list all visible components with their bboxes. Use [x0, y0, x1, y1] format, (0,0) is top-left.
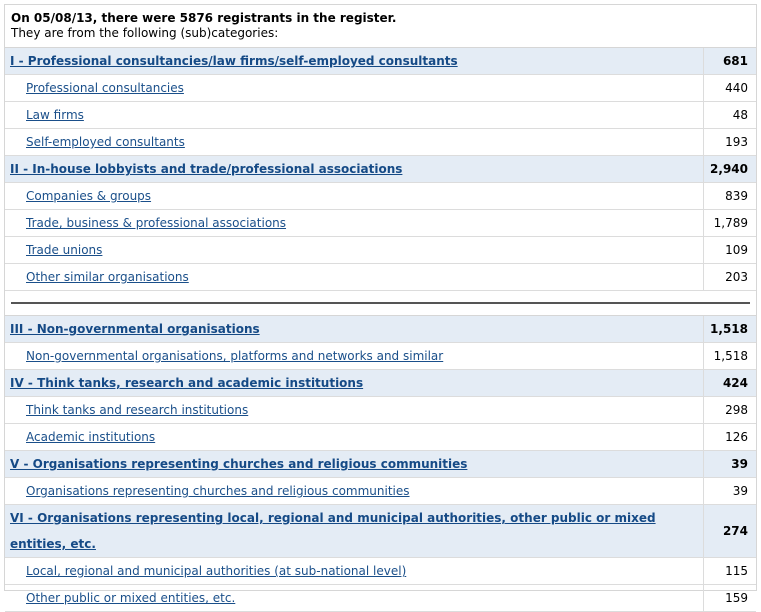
categories-caption: They are from the following (sub)categor… [11, 26, 279, 40]
label-cell: V - Organisations representing churches … [5, 450, 703, 478]
registrant-count: 274 [702, 504, 756, 558]
registrants-panel: On 05/08/13, there were 5876 registrants… [4, 4, 757, 612]
subcategory-row-professional-consultancies: Professional consultancies 440 [5, 74, 756, 102]
category-row-ii-in-house-lobbyists-and-trade-professional-associations: II - In-house lobbyists and trade/profes… [5, 155, 756, 183]
category-row-iv-think-tanks-research-and-academic-institutions: IV - Think tanks, research and academic … [5, 369, 756, 397]
subcategory-link[interactable]: Local, regional and municipal authoritie… [26, 564, 407, 578]
label-cell: Law firms [5, 101, 703, 129]
subcategory-link[interactable]: Trade, business & professional associati… [26, 216, 287, 230]
label-cell: II - In-house lobbyists and trade/profes… [5, 155, 703, 183]
category-row-v-organisations-representing-churches-and-religious-communit: V - Organisations representing churches … [5, 450, 756, 478]
label-cell: Other public or mixed entities, etc. [5, 584, 703, 612]
label-cell: Academic institutions [5, 423, 703, 451]
subcategory-row-self-employed-consultants: Self-employed consultants 193 [5, 128, 756, 156]
subcategory-link[interactable]: Organisations representing churches and … [26, 484, 410, 498]
subcategory-row-non-governmental-organisations-platforms-and-networks-and-si: Non-governmental organisations, platform… [5, 342, 756, 370]
registrant-count: 126 [702, 423, 756, 451]
subcategory-row-law-firms: Law firms 48 [5, 101, 756, 129]
subcategory-row-other-similar-organisations: Other similar organisations 203 [5, 263, 756, 291]
subcategory-row-trade-unions: Trade unions 109 [5, 236, 756, 264]
subcategory-row-think-tanks-and-research-institutions: Think tanks and research institutions 298 [5, 396, 756, 424]
registrant-count: 1,789 [702, 209, 756, 237]
label-cell: IV - Think tanks, research and academic … [5, 369, 703, 397]
label-cell: Other similar organisations [5, 263, 703, 291]
registrant-count: 681 [702, 48, 756, 75]
label-cell: VI - Organisations representing local, r… [5, 504, 703, 558]
subcategory-row-organisations-representing-churches-and-religious-communitie: Organisations representing churches and … [5, 477, 756, 505]
divider-line [11, 302, 750, 304]
subcategory-link[interactable]: Academic institutions [26, 430, 156, 444]
subcategory-link[interactable]: Think tanks and research institutions [26, 403, 249, 417]
category-row-iii-non-governmental-organisations: III - Non-governmental organisations 1,51… [5, 315, 756, 343]
label-cell: Local, regional and municipal authoritie… [5, 557, 703, 585]
section-separator-row [5, 290, 756, 316]
registrant-count: 193 [702, 128, 756, 156]
intro-text: On 05/08/13, there were 5876 registrants… [5, 5, 756, 48]
registrant-count: 1,518 [702, 342, 756, 370]
subcategory-row-academic-institutions: Academic institutions 126 [5, 423, 756, 451]
registrant-count: 39 [702, 450, 756, 478]
registrant-count: 839 [702, 182, 756, 210]
category-row-i-professional-consultancies-law-firms-self-employed-consult: I - Professional consultancies/law firms… [5, 48, 756, 75]
registrant-count: 203 [702, 263, 756, 291]
label-cell: Non-governmental organisations, platform… [5, 342, 703, 370]
registrant-count: 298 [702, 396, 756, 424]
subcategory-link[interactable]: Other public or mixed entities, etc. [26, 591, 236, 605]
subcategory-row-local-regional-and-municipal-authorities-at-sub-national-lev: Local, regional and municipal authoritie… [5, 557, 756, 585]
registrant-count: 1,518 [702, 315, 756, 343]
category-link[interactable]: II - In-house lobbyists and trade/profes… [10, 162, 403, 176]
category-row-vi-organisations-representing-local-regional-and-municipal-a: VI - Organisations representing local, r… [5, 504, 756, 558]
subcategory-row-other-public-or-mixed-entities-etc: Other public or mixed entities, etc. 159 [5, 584, 756, 612]
subcategory-link[interactable]: Professional consultancies [26, 81, 184, 95]
label-cell: Self-employed consultants [5, 128, 703, 156]
subcategory-link[interactable]: Companies & groups [26, 189, 152, 203]
label-cell: Professional consultancies [5, 74, 703, 102]
registrant-summary: On 05/08/13, there were 5876 registrants… [11, 11, 397, 25]
registrant-count: 39 [702, 477, 756, 505]
subcategory-row-companies-groups: Companies & groups 839 [5, 182, 756, 210]
category-link[interactable]: V - Organisations representing churches … [10, 457, 468, 471]
section-separator [5, 290, 756, 316]
registrant-count: 109 [702, 236, 756, 264]
label-cell: Think tanks and research institutions [5, 396, 703, 424]
subcategory-link[interactable]: Law firms [26, 108, 84, 122]
label-cell: Organisations representing churches and … [5, 477, 703, 505]
subcategory-link[interactable]: Trade unions [26, 243, 103, 257]
category-link[interactable]: I - Professional consultancies/law firms… [10, 54, 458, 68]
registrant-count: 48 [702, 101, 756, 129]
label-cell: I - Professional consultancies/law firms… [5, 48, 703, 75]
subcategory-link[interactable]: Other similar organisations [26, 270, 189, 284]
category-link[interactable]: IV - Think tanks, research and academic … [10, 376, 364, 390]
subcategory-row-trade-business-professional-associations: Trade, business & professional associati… [5, 209, 756, 237]
registrant-count: 2,940 [702, 155, 756, 183]
registrant-count: 440 [702, 74, 756, 102]
subcategory-link[interactable]: Self-employed consultants [26, 135, 185, 149]
label-cell: Trade, business & professional associati… [5, 209, 703, 237]
category-link[interactable]: VI - Organisations representing local, r… [10, 511, 656, 551]
registrant-count: 424 [702, 369, 756, 397]
subcategory-link[interactable]: Non-governmental organisations, platform… [26, 349, 444, 363]
category-table: I - Professional consultancies/law firms… [5, 48, 756, 612]
category-link[interactable]: III - Non-governmental organisations [10, 322, 260, 336]
registrant-count: 159 [702, 584, 756, 612]
registrant-count: 115 [702, 557, 756, 585]
label-cell: III - Non-governmental organisations [5, 315, 703, 343]
label-cell: Trade unions [5, 236, 703, 264]
label-cell: Companies & groups [5, 182, 703, 210]
